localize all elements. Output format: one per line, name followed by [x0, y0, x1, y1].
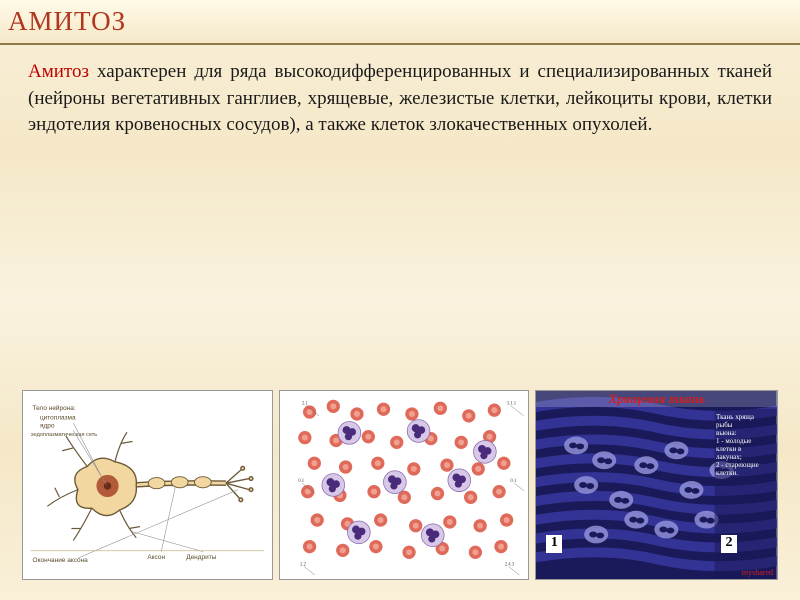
svg-text:2.4.3: 2.4.3: [504, 563, 514, 568]
svg-text:2.1: 2.1: [302, 401, 309, 406]
lbl-axon: Аксон: [147, 554, 165, 561]
body-paragraph: Амитоз характерен для ряда высокодиффере…: [0, 45, 800, 139]
lbl-body: Тело нейрона:: [33, 404, 76, 412]
fig3-marker-2: 2: [721, 535, 737, 553]
fig3-marker-1: 1: [546, 535, 562, 553]
lbl-dend: Дендриты: [186, 554, 216, 561]
lbl-ending: Окончание аксона: [33, 557, 89, 564]
figure-row: Тело нейрона: цитоплазма ядро эндоплазма…: [22, 390, 778, 580]
paragraph-rest: характерен для ряда высокодифференцирова…: [28, 61, 772, 135]
figure-cartilage: Хрящевая ткань Ткань хрящарыбывьюна:1 - …: [535, 390, 778, 580]
emphasis-word: Амитоз: [28, 61, 89, 82]
lbl-nucleus: ядро: [40, 423, 55, 430]
fig3-caption: Ткань хрящарыбывьюна:1 - молодыеклетки в…: [716, 413, 774, 477]
lbl-er: эндоплазматическая сеть: [31, 432, 98, 438]
watermark: myshared: [742, 568, 773, 577]
lbl-cyto: цитоплазма: [40, 414, 76, 421]
figure-blood-cells: 2.1 3.1.1 0.1 0.1 2.2 2.4.3: [279, 390, 530, 580]
figure-neuron: Тело нейрона: цитоплазма ядро эндоплазма…: [22, 390, 273, 580]
fig3-title: Хрящевая ткань: [536, 391, 777, 407]
svg-text:0.1: 0.1: [510, 479, 517, 484]
svg-text:0.1: 0.1: [298, 479, 305, 484]
svg-text:2.2: 2.2: [300, 563, 307, 568]
svg-text:3.1.1: 3.1.1: [506, 401, 516, 406]
slide-title: АМИТОЗ: [8, 6, 792, 37]
